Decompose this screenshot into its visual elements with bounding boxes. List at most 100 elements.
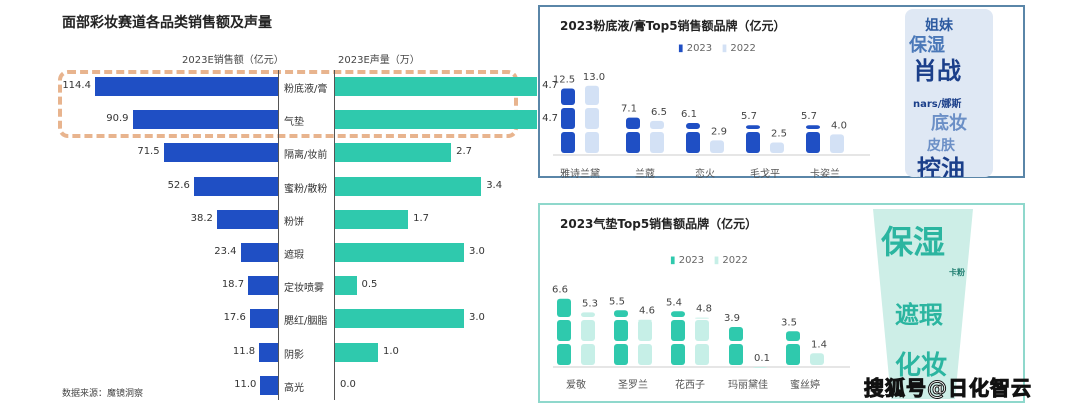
volume-label: 0.0 <box>340 378 356 390</box>
category-label: 粉饼 <box>284 216 304 228</box>
legend-2022: 2022 <box>730 43 756 54</box>
value-label: 2.9 <box>711 126 727 137</box>
bar-icon-2023 <box>671 311 685 317</box>
volume-label: 1.7 <box>413 212 429 224</box>
cloud-word: 保湿 <box>909 35 945 56</box>
sales-label: 90.9 <box>106 113 129 125</box>
bar-icon-2022 <box>585 108 599 129</box>
left-axis <box>278 70 279 400</box>
watermark: 搜狐号@日化智云 <box>864 376 1032 401</box>
volume-bar <box>335 77 538 96</box>
volume-label: 0.5 <box>361 279 378 291</box>
sales-label: 71.5 <box>137 146 160 158</box>
value-label: 5.5 <box>609 296 625 307</box>
sales-bar <box>94 77 278 96</box>
bar-icon-2022 <box>810 353 824 365</box>
right-axis <box>334 70 335 400</box>
sales-bar <box>259 342 278 362</box>
value-label: 4.0 <box>831 120 847 131</box>
sales-bar <box>132 110 278 130</box>
cloud-word: 底妆 <box>931 113 967 134</box>
brand-label: 爱敬 <box>566 378 586 391</box>
volume-label: 3.0 <box>469 246 485 257</box>
sales-bar <box>248 276 278 296</box>
value-label: 5.3 <box>582 298 598 309</box>
category-label: 定妆喷雾 <box>284 283 324 295</box>
bar-icon-2022 <box>585 132 599 153</box>
legend: ▮ 2023 ▮ 2022 <box>670 255 748 266</box>
volume-bar <box>335 309 464 329</box>
sales-bar <box>216 209 278 229</box>
word-cloud: 保湿 卡粉 遮瑕 化妆 <box>873 209 973 399</box>
bar-icon-2022 <box>695 344 709 365</box>
sales-label: 11.8 <box>232 345 256 357</box>
volume-label: 4.7 <box>542 80 558 91</box>
cloud-word: 控油 <box>917 155 965 177</box>
bar-icon-2023 <box>671 320 685 341</box>
volume-label: 3.4 <box>486 179 503 191</box>
category-label: 蜜粉/散粉 <box>284 183 328 195</box>
cloud-word: 皮肤 <box>927 138 955 154</box>
bar-icon-2022 <box>695 317 709 319</box>
value-label: 4.6 <box>639 306 655 317</box>
cushion-panel: 2023气垫Top5销售额品牌（亿元） ▮ 2023 ▮ 2022 保湿 卡粉 … <box>538 203 1025 403</box>
bar-icon-2023 <box>626 132 640 153</box>
volume-bar <box>335 110 538 130</box>
bar-icon-2022 <box>770 142 784 153</box>
bar-icon-2023 <box>557 320 571 341</box>
bar-icon-2023 <box>686 132 700 153</box>
category-label: 粉底液/膏 <box>284 84 328 95</box>
bar-icon-2022 <box>581 320 595 341</box>
sales-bar <box>193 176 278 196</box>
brand-label: 花西子 <box>675 378 705 391</box>
bar-icon-2022 <box>585 85 599 105</box>
legend-2022: 2022 <box>722 255 748 266</box>
volume-bar <box>335 143 452 163</box>
brand-label: 玛丽黛佳 <box>728 378 768 391</box>
volume-bar <box>335 342 378 362</box>
sales-bar <box>163 143 278 163</box>
bar-icon-2022 <box>638 319 652 321</box>
sales-bar <box>240 243 278 262</box>
bar-icon-2023 <box>557 344 571 365</box>
value-label: 2.5 <box>771 129 787 140</box>
value-label: 1.4 <box>811 339 827 350</box>
bar-icon-2022 <box>650 132 664 153</box>
bar-icon-2023 <box>614 320 628 341</box>
brand-label: 恋火 <box>695 167 715 180</box>
bar-icon-2023 <box>561 132 575 153</box>
brand-label: 蜜丝婷 <box>790 378 820 391</box>
volume-label: 3.0 <box>469 312 485 324</box>
bar-icon-2023 <box>746 132 760 153</box>
bar-icon-2023 <box>686 123 700 129</box>
sales-label: 52.6 <box>167 179 190 191</box>
left-header: 2023E销售额（亿元） <box>182 55 284 66</box>
category-label: 隔离/妆前 <box>284 150 328 162</box>
legend-2023: 2023 <box>678 255 705 266</box>
value-label: 5.7 <box>801 111 817 122</box>
value-label: 4.8 <box>696 304 712 315</box>
bar-icon-2023 <box>729 327 743 341</box>
volume-bar <box>335 176 482 196</box>
bar-icon-2023 <box>729 344 743 365</box>
volume-bar <box>335 209 409 229</box>
brand-label: 毛戈平 <box>750 167 780 180</box>
volume-label: 4.7 <box>542 113 558 125</box>
word-cloud: 姐妹 保湿 肖战 nars/娜斯 底妆 皮肤 控油 <box>905 9 993 177</box>
value-label: 5.4 <box>666 297 682 308</box>
sales-label: 23.4 <box>214 246 237 257</box>
cloud-word: nars/娜斯 <box>913 99 962 110</box>
value-label: 3.9 <box>724 313 740 324</box>
sales-label: 17.6 <box>223 312 246 324</box>
right-header: 2023E声量（万） <box>338 55 420 66</box>
panel-title: 2023粉底液/膏Top5销售额品牌（亿元） <box>560 19 786 33</box>
value-label: 6.5 <box>651 107 667 118</box>
cloud-word: 姐妹 <box>925 18 953 34</box>
bar-icon-2023 <box>746 125 760 129</box>
foundation-panel: 2023粉底液/膏Top5销售额品牌（亿元） ▮ 2023 ▮ 2022 姐妹 … <box>538 5 1025 178</box>
legend: ▮ 2023 ▮ 2022 <box>678 43 756 54</box>
brand-label: 雅诗兰黛 <box>560 167 600 180</box>
brand-label: 卡姿兰 <box>810 167 840 180</box>
category-label: 腮红/胭脂 <box>284 316 328 328</box>
category-label: 高光 <box>284 382 304 394</box>
